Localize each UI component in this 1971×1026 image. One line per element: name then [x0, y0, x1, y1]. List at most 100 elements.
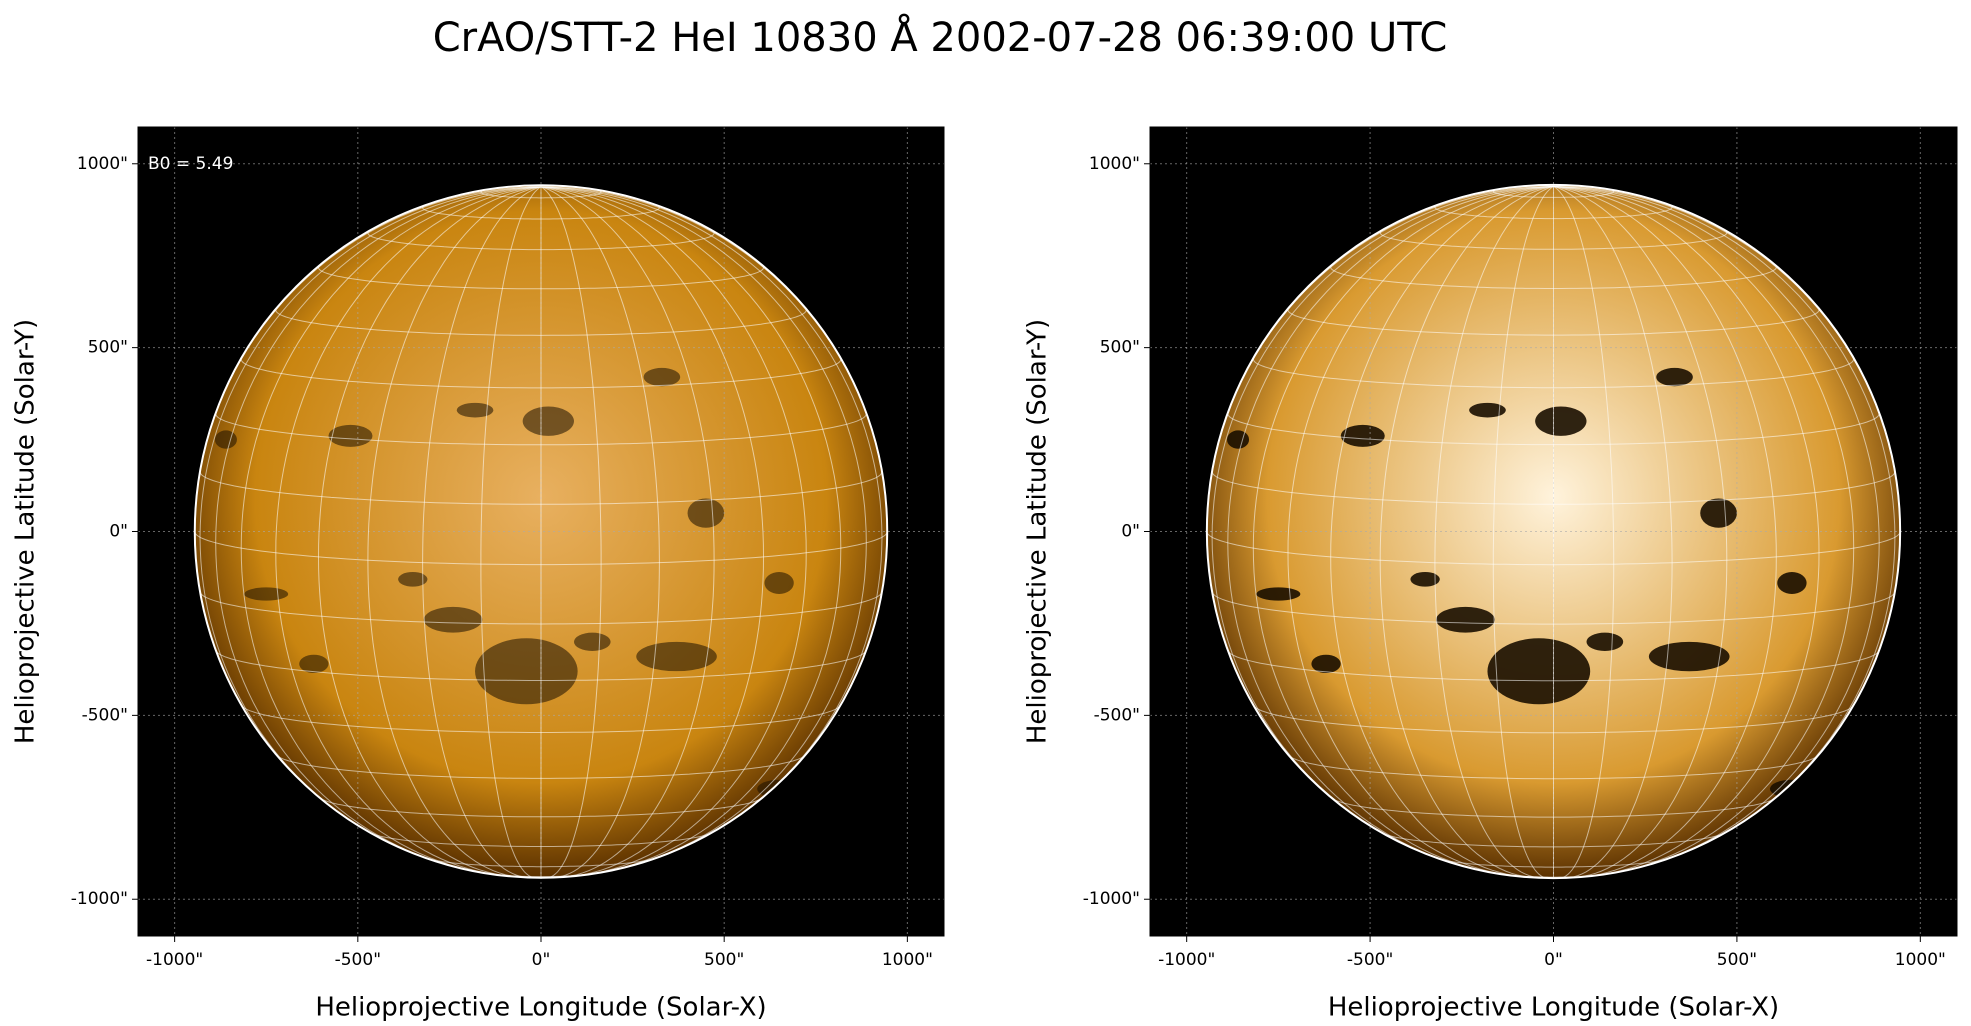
y-tick-label: -500" [1094, 705, 1140, 725]
limb [1205, 183, 1902, 880]
y-tick-label: 0" [109, 522, 128, 542]
dark-feature [1227, 430, 1250, 449]
dark-feature [1410, 571, 1440, 587]
y-tick-label: 0" [1121, 522, 1140, 542]
heliographic-grid [1330, 185, 1554, 878]
dark-feature [299, 654, 329, 674]
dark-feature [475, 638, 578, 705]
heliographic-grid [540, 186, 883, 834]
y-tick-label: 1000" [1089, 154, 1140, 174]
annotation: B0 = 5.49 [148, 154, 233, 174]
heliographic-grid [422, 186, 542, 878]
dark-feature [1648, 641, 1730, 672]
heliographic-grid [1330, 264, 1777, 289]
dark-feature [1777, 571, 1807, 594]
y-tick-label: -1000" [71, 889, 128, 909]
heliographic-grid [1434, 204, 1673, 220]
heliographic-grid [1379, 229, 1728, 250]
dark-feature [214, 430, 237, 449]
heliographic-grid [1211, 185, 1554, 834]
heliographic-grid [1553, 185, 1777, 878]
dark-feature [687, 498, 725, 528]
heliographic-grid [422, 205, 660, 220]
heliographic-grid [1253, 705, 1854, 734]
y-axis-label: Helioprojective Latitude (Solar-Y) [1023, 319, 1053, 744]
heliographic-grid [370, 832, 712, 847]
heliographic-grid [317, 186, 542, 877]
x-tick-label: 0" [1544, 950, 1563, 970]
heliographic-grid [317, 264, 765, 290]
dark-feature [522, 406, 574, 436]
heliographic-grid [1553, 185, 1615, 879]
limb [193, 184, 889, 879]
heliographic-grid [540, 186, 660, 878]
heliographic-grid [275, 186, 542, 876]
heliographic-grid [540, 186, 867, 867]
x-tick-label: 1000" [1895, 950, 1946, 970]
heliographic-grid [480, 190, 602, 199]
heliographic-grid [276, 755, 806, 779]
dark-feature [328, 424, 373, 447]
y-tick-label: -1000" [1083, 889, 1140, 909]
dark-feature [1256, 587, 1301, 601]
dark-feature [244, 587, 289, 601]
x-tick-label: 500" [1717, 950, 1757, 970]
dark-feature [1700, 498, 1737, 528]
heliographic-grid [1382, 832, 1725, 848]
dark-feature [1340, 424, 1385, 447]
dark-feature [1586, 632, 1624, 651]
heliographic-grid [1379, 185, 1554, 878]
heliographic-grid [540, 186, 602, 879]
heliographic-grid [320, 798, 762, 818]
heliographic-grid [1434, 185, 1554, 879]
x-tick-label: 500" [704, 950, 744, 970]
dark-feature [573, 632, 611, 651]
y-tick-label: 1000" [77, 154, 128, 174]
heliographic-grid [1228, 651, 1879, 682]
heliographic-grid [240, 358, 842, 389]
y-tick-label: 500" [88, 338, 128, 358]
heliographic-grid [1211, 592, 1896, 625]
heliographic-grid [1439, 858, 1668, 868]
dark-feature [1487, 638, 1591, 705]
y-tick-label: -500" [82, 705, 128, 725]
dark-feature [423, 606, 483, 633]
dark-feature [456, 402, 494, 418]
x-tick-label: -500" [335, 950, 381, 970]
dark-feature [764, 571, 794, 594]
heliographic-grid [215, 186, 542, 867]
heliographic-grid [1211, 471, 1896, 505]
heliographic-grid [540, 186, 765, 877]
x-tick-label: 1000" [882, 950, 933, 970]
heliographic-grid [241, 705, 841, 733]
heliographic-grid [1287, 307, 1820, 336]
heliographic-grid [480, 186, 542, 879]
x-tick-label: -500" [1347, 950, 1393, 970]
dark-feature [636, 641, 717, 672]
heliographic-grid [199, 186, 542, 834]
x-tick-label: -1000" [146, 950, 203, 970]
heliographic-grid [1227, 185, 1554, 867]
heliographic-grid [1287, 185, 1554, 876]
heliographic-grid [194, 531, 888, 566]
x-axis-label: Helioprojective Longitude (Solar-X) [315, 993, 766, 1023]
x-axis-label: Helioprojective Longitude (Solar-X) [1328, 993, 1779, 1023]
heliographic-grid [1332, 798, 1775, 818]
heliographic-grid [367, 186, 542, 878]
dark-feature [1656, 367, 1693, 387]
heliographic-grid [1289, 755, 1818, 780]
x-tick-label: -1000" [1158, 950, 1215, 970]
dark-feature [398, 571, 428, 587]
heliographic-grid [540, 186, 807, 876]
heliographic-grid [1553, 185, 1820, 876]
x-tick-label: 0" [532, 950, 551, 970]
heliographic-grid [427, 858, 655, 868]
dark-feature [1469, 402, 1506, 418]
heliographic-grid [1227, 412, 1880, 446]
heliographic-grid [215, 412, 867, 446]
y-tick-label: 500" [1100, 338, 1140, 358]
heliographic-grid [1492, 185, 1554, 879]
heliographic-grid [1553, 185, 1728, 878]
heliographic-grid [275, 307, 807, 336]
